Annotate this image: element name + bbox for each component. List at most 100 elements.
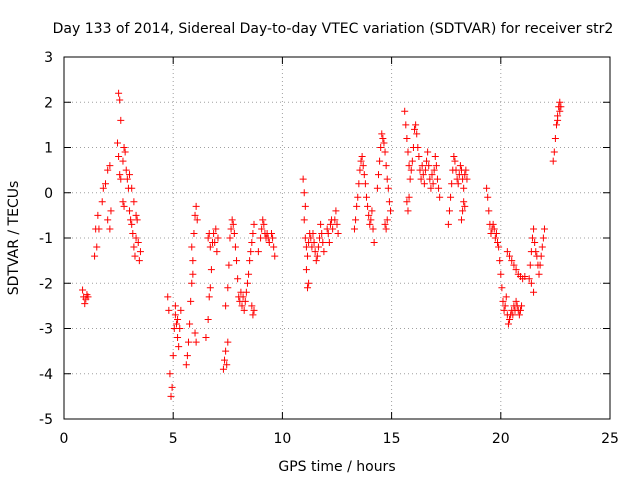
data-point-marker (436, 193, 444, 201)
data-point-marker (183, 352, 191, 360)
y-tick-label: -2 (39, 276, 53, 292)
data-point-marker (312, 257, 320, 265)
data-point-marker (241, 297, 249, 305)
data-point-marker (128, 220, 136, 228)
data-point-marker (115, 89, 123, 97)
data-point-marker (308, 243, 316, 251)
data-point-marker (206, 284, 214, 292)
data-point-marker (432, 162, 440, 170)
data-point-marker (332, 207, 340, 215)
data-point-marker (104, 166, 112, 174)
y-tick-label: -4 (39, 367, 53, 383)
data-point-marker (222, 302, 230, 310)
data-point-marker (425, 162, 433, 170)
data-point-marker (352, 216, 360, 224)
data-point-marker (214, 234, 222, 242)
x-axis-label: GPS time / hours (278, 459, 395, 475)
data-point-marker (554, 116, 562, 124)
data-point-marker (187, 297, 195, 305)
y-tick-label: 3 (44, 50, 53, 66)
data-point-marker (184, 338, 192, 346)
data-point-marker (532, 248, 540, 256)
data-point-marker (382, 225, 390, 233)
data-point-marker (419, 171, 427, 179)
data-point-marker (243, 279, 251, 287)
data-point-marker (403, 198, 411, 206)
data-point-marker (373, 184, 381, 192)
data-point-marker (509, 311, 517, 319)
data-point-marker (240, 306, 248, 314)
data-point-marker (104, 216, 112, 224)
data-point-marker (359, 162, 367, 170)
data-point-marker (444, 220, 452, 228)
data-point-marker (377, 144, 385, 151)
data-point-marker (367, 216, 375, 224)
data-point-marker (182, 361, 190, 369)
data-point-marker (205, 293, 213, 301)
data-point-marker (463, 175, 471, 183)
data-point-marker (366, 220, 374, 228)
data-point-marker (459, 207, 467, 215)
data-point-marker (492, 229, 500, 237)
data-point-marker (407, 166, 415, 174)
data-point-marker (242, 288, 250, 296)
data-point-marker (106, 225, 114, 233)
data-point-marker (226, 234, 234, 242)
data-point-marker (99, 184, 107, 192)
data-point-marker (378, 130, 386, 138)
data-point-marker (248, 239, 256, 247)
data-point-marker (174, 315, 182, 323)
data-point-marker (531, 239, 539, 247)
data-point-marker (516, 306, 524, 314)
data-point-marker (403, 134, 411, 142)
data-point-marker (126, 207, 134, 215)
data-point-marker (501, 302, 509, 310)
data-point-marker (357, 157, 365, 165)
data-point-marker (494, 239, 502, 247)
data-point-marker (329, 225, 337, 233)
data-point-marker (192, 338, 200, 346)
data-point-marker (168, 383, 176, 391)
data-point-marker (550, 148, 558, 156)
data-point-marker (131, 252, 139, 260)
data-point-marker (130, 198, 138, 206)
data-point-marker (311, 248, 319, 256)
data-point-marker (127, 216, 135, 224)
data-point-marker (98, 198, 106, 206)
data-point-marker (385, 198, 393, 206)
data-point-marker (115, 153, 123, 161)
data-point-marker (508, 257, 516, 265)
data-point-marker (211, 239, 219, 247)
data-point-marker (368, 207, 376, 215)
data-point-marker (213, 248, 221, 256)
data-point-marker (128, 184, 136, 192)
data-point-marker (250, 220, 258, 228)
data-point-marker (186, 320, 194, 328)
data-point-marker (461, 171, 469, 179)
data-point-marker (360, 171, 368, 179)
data-point-marker (206, 243, 214, 251)
y-tick-label: -3 (39, 322, 53, 338)
data-point-marker (460, 198, 468, 206)
grid-lines (64, 57, 610, 419)
data-point-marker (94, 211, 102, 219)
data-point-marker (551, 134, 559, 142)
data-point-marker (530, 288, 538, 296)
data-point-marker (406, 175, 414, 183)
data-point-marker (430, 166, 438, 174)
data-point-marker (212, 225, 220, 233)
data-point-marker (510, 261, 518, 269)
data-point-marker (221, 356, 229, 364)
data-point-marker (461, 202, 469, 210)
data-point-marker (415, 153, 423, 161)
data-point-marker (358, 153, 366, 161)
data-point-marker (502, 293, 510, 301)
data-point-marker (95, 225, 103, 233)
y-tick-label: -1 (39, 231, 53, 247)
data-point-marker (267, 229, 275, 237)
data-point-marker (228, 216, 236, 224)
data-point-marker (413, 130, 421, 138)
data-point-marker (204, 234, 212, 242)
data-point-marker (245, 270, 253, 278)
